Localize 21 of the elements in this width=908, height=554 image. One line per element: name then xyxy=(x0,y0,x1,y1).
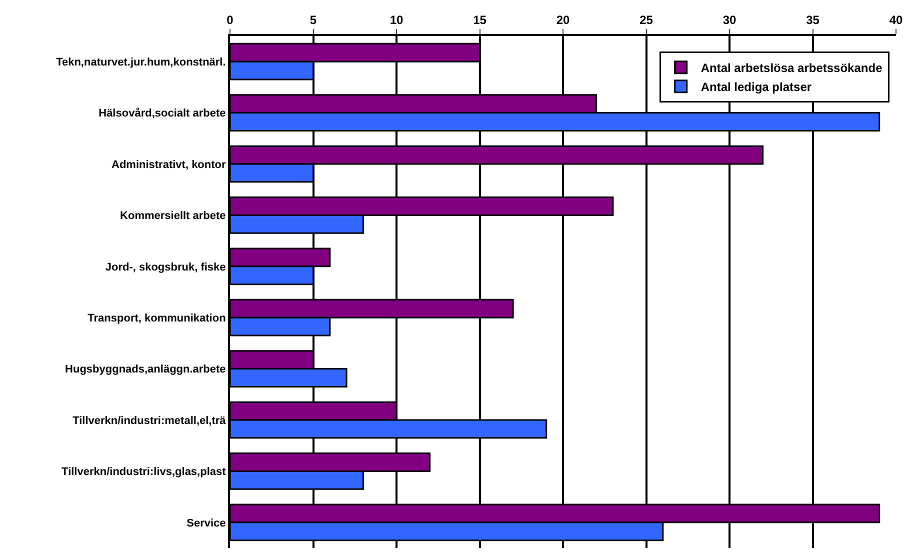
y-tick-label: Kommersiellt arbete xyxy=(120,210,226,222)
x-tick-label: 20 xyxy=(556,13,570,28)
y-tick-label: Administrativt, kontor xyxy=(112,158,227,171)
y-tick-label: Tillverkn/industri:metall,el,trä xyxy=(72,414,227,427)
x-tick-label: 5 xyxy=(310,13,317,28)
y-tick-label: Jord-, skogsbruk, fiske xyxy=(105,261,226,274)
y-tick-label: Tillverkn/industri:livs,glas,plast xyxy=(62,466,226,478)
x-tick-label: 25 xyxy=(640,13,654,28)
x-tick-label: 15 xyxy=(473,13,487,28)
y-tick-label: Transport, kommunikation xyxy=(88,312,226,324)
x-tick-label: 0 xyxy=(226,13,234,28)
y-tick-label: Hälsovård,socialt arbete xyxy=(98,106,226,120)
x-tick-label: 30 xyxy=(722,13,736,28)
x-tick-label: 10 xyxy=(390,13,404,28)
y-tick-label: Service xyxy=(186,517,226,530)
x-tick-label: 40 xyxy=(889,13,903,28)
legend-label: Antal arbetslösa arbetssökande xyxy=(700,61,883,76)
x-tick-label: 35 xyxy=(806,13,820,28)
y-tick-label: Hugsbyggnads,anläggn.arbete xyxy=(65,364,226,376)
y-tick-label: Tekn,naturvet.jur.hum,konstnärl. xyxy=(56,56,226,68)
legend-label: Antal lediga platser xyxy=(700,80,812,94)
